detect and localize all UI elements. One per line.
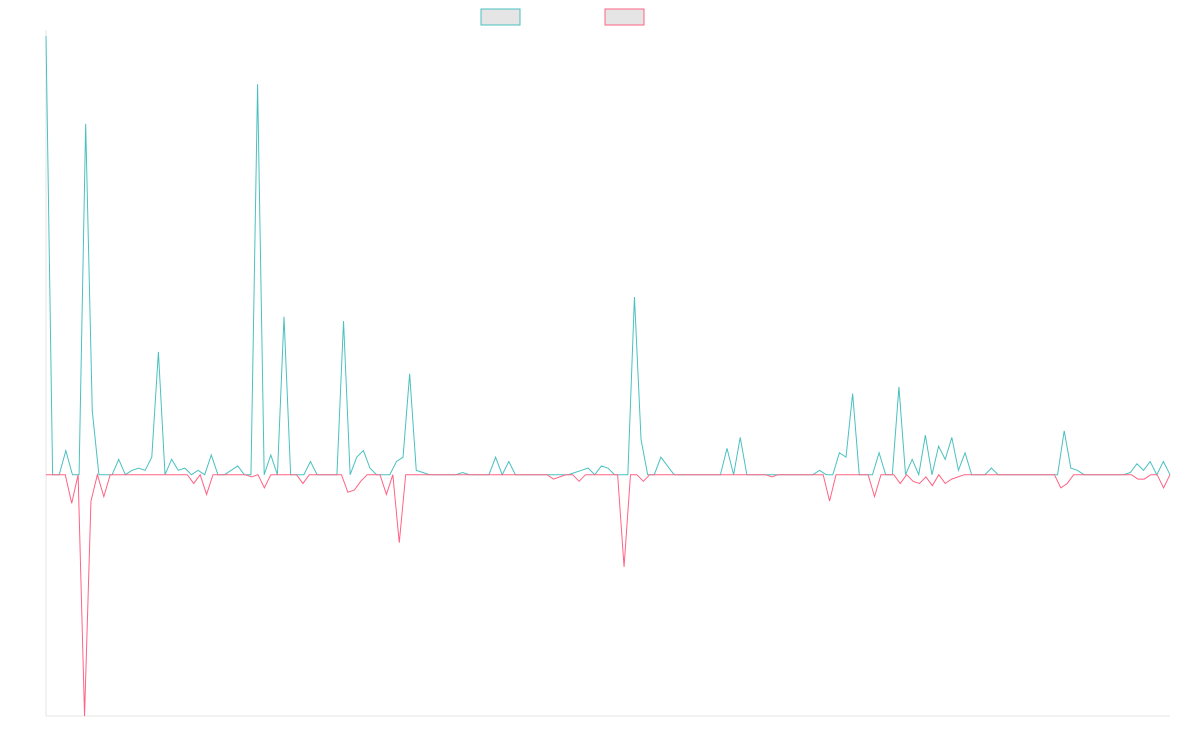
axes <box>45 30 1170 717</box>
series-line-2[interactable] <box>46 472 1171 717</box>
legend-swatch-2[interactable] <box>604 8 645 26</box>
series-line-1[interactable] <box>45 35 1171 477</box>
series-layer <box>45 35 1171 717</box>
legend[interactable] <box>480 8 645 26</box>
legend-swatch-1[interactable] <box>480 8 521 26</box>
